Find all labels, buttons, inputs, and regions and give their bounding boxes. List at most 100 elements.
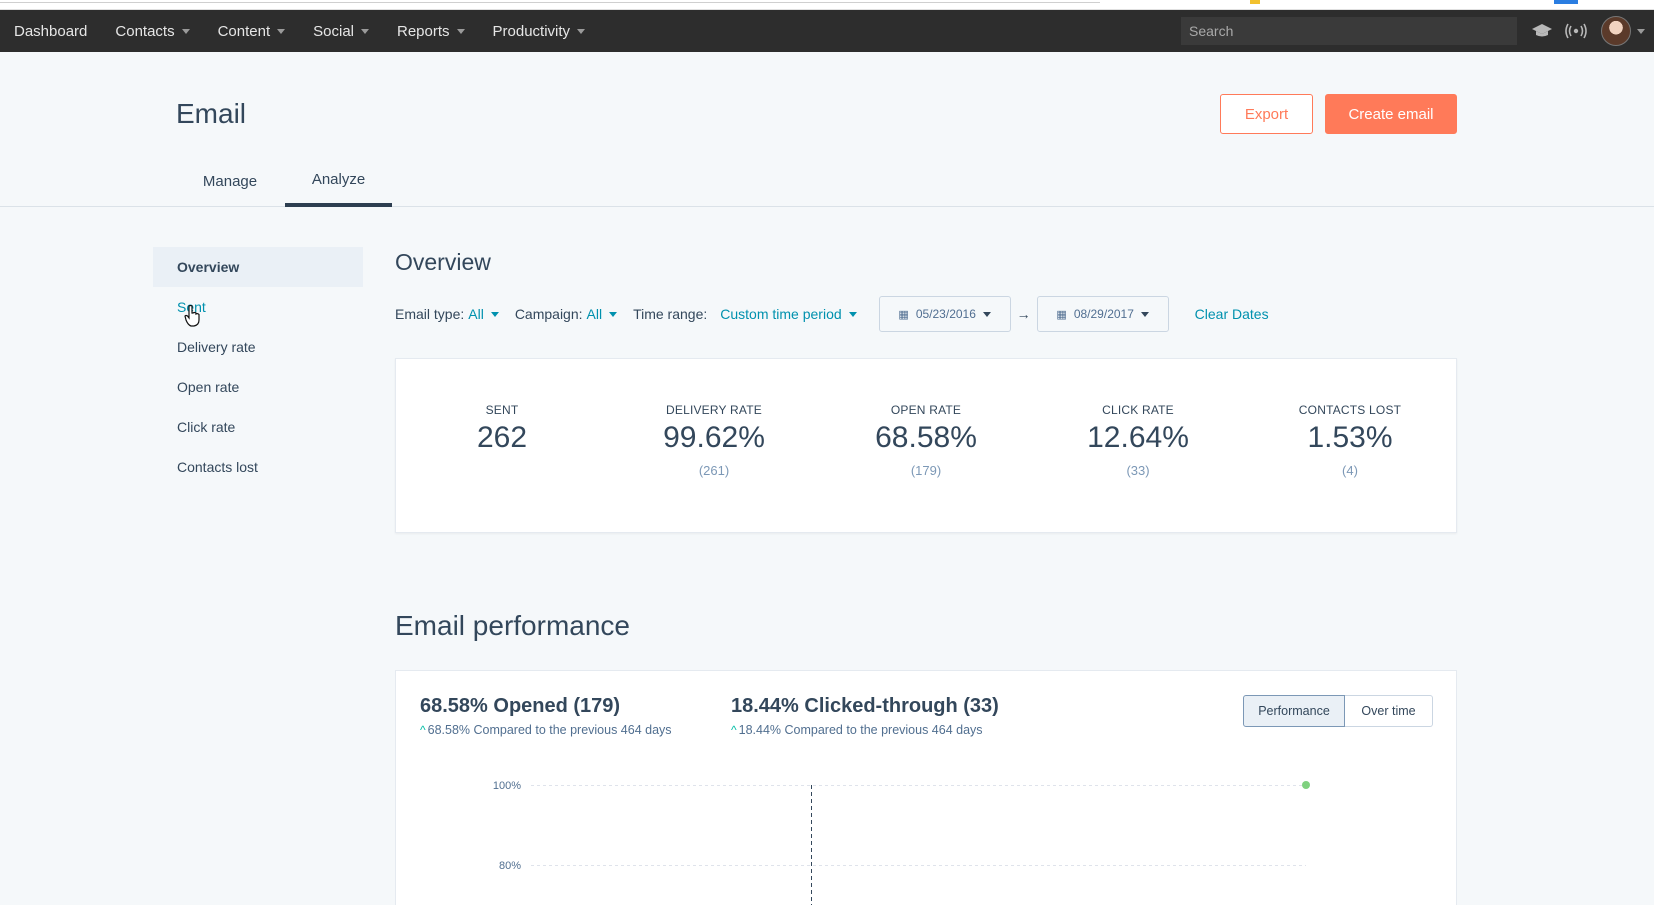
stat-sub: (261) <box>698 463 730 478</box>
email-type-dropdown[interactable]: All <box>468 306 499 322</box>
clear-dates-link[interactable]: Clear Dates <box>1194 306 1269 322</box>
stat-sub: (33) <box>1126 463 1150 478</box>
tab-manage[interactable]: Manage <box>202 173 258 190</box>
email-type-label: Email type: <box>395 306 465 322</box>
filters-bar: Email type: All Campaign: All Time range… <box>395 296 1269 332</box>
nav-content[interactable]: Content <box>204 10 300 52</box>
notifications-icon[interactable] <box>1559 10 1593 52</box>
export-button[interactable]: Export <box>1220 94 1313 134</box>
overview-title: Overview <box>395 249 491 275</box>
campaign-label: Campaign: <box>514 306 583 322</box>
nav-label: Productivity <box>492 22 571 40</box>
page-header: Email Export Create email Manage Analyze <box>0 52 1654 207</box>
create-email-button[interactable]: Create email <box>1325 94 1457 134</box>
trend-up-icon: ^ <box>731 723 737 737</box>
stat-label: DELIVERY RATE <box>666 403 762 417</box>
stat-value: 68.58% <box>875 421 977 454</box>
chevron-down-icon <box>982 311 991 317</box>
chevron-down-icon <box>277 29 286 34</box>
search-input[interactable] <box>1181 17 1517 45</box>
chevron-down-icon <box>609 311 618 317</box>
nav-social[interactable]: Social <box>299 10 383 52</box>
chevron-down-icon <box>1140 311 1149 317</box>
performance-chart: 100% 80% <box>493 780 1310 905</box>
overview-stats-card: SENT 262 DELIVERY RATE 99.62% (261) OPEN… <box>395 358 1457 533</box>
opened-metric: 68.58% Opened (179) ^ 68.58% Compared to … <box>420 695 672 737</box>
stat-value: 262 <box>476 421 528 454</box>
chevron-down-icon <box>848 311 857 317</box>
email-performance-title: Email performance <box>395 610 630 641</box>
stat-value: 1.53% <box>1307 421 1393 454</box>
sidebar-item-overview[interactable]: Overview <box>153 247 363 287</box>
nav-contacts[interactable]: Contacts <box>101 10 203 52</box>
stat-label: SENT <box>485 403 519 417</box>
nav-label: Contacts <box>115 22 175 40</box>
chevron-down-icon <box>577 29 586 34</box>
nav-dashboard[interactable]: Dashboard <box>0 10 101 52</box>
over-time-toggle-button[interactable]: Over time <box>1345 695 1433 727</box>
y-tick-label: 100% <box>493 780 521 792</box>
nav-icons <box>1525 10 1645 52</box>
extension-icon <box>1554 0 1578 4</box>
chevron-down-icon <box>456 29 465 34</box>
stat-value: 12.64% <box>1087 421 1189 454</box>
nav-label: Social <box>313 22 354 40</box>
time-range-dropdown[interactable]: Custom time period <box>720 306 857 322</box>
email-type-value: All <box>468 306 484 322</box>
analyze-sidebar: Overview Sent Delivery rate Open rate Cl… <box>153 247 363 487</box>
sidebar-item-open-rate[interactable]: Open rate <box>177 379 240 395</box>
sidebar-item-delivery-rate[interactable]: Delivery rate <box>177 339 256 355</box>
calendar-icon: ▦ <box>898 308 909 321</box>
chevron-down-icon <box>361 29 369 34</box>
start-date-value: 05/23/2016 <box>915 307 976 321</box>
stat-label: CLICK RATE <box>1102 403 1174 417</box>
data-point[interactable] <box>1302 781 1310 789</box>
nav-label: Reports <box>397 22 450 40</box>
performance-card: 68.58% Opened (179) ^ 68.58% Compared to … <box>395 670 1457 905</box>
stat-value: 99.62% <box>663 421 765 454</box>
stat-sent: SENT 262 <box>396 359 608 532</box>
trend-up-icon: ^ <box>420 723 426 737</box>
sidebar-item-contacts-lost[interactable]: Contacts lost <box>177 459 258 475</box>
chevron-down-icon <box>490 311 499 317</box>
metric-sub: ^ 18.44% Compared to the previous 464 day… <box>731 723 999 737</box>
browser-address-bar <box>0 0 1100 3</box>
y-tick-label: 80% <box>499 860 521 872</box>
campaign-value: All <box>586 306 603 322</box>
stat-label: OPEN RATE <box>890 403 962 417</box>
page-title: Email <box>176 98 247 129</box>
stat-click-rate: CLICK RATE 12.64% (33) <box>1032 359 1244 532</box>
avatar[interactable] <box>1601 16 1631 46</box>
view-toggle: Performance Over time <box>1243 695 1433 727</box>
sidebar-item-click-rate[interactable]: Click rate <box>177 419 236 435</box>
arrow-right-icon: → <box>1016 306 1031 322</box>
calendar-icon: ▦ <box>1056 308 1067 321</box>
extension-icon <box>1250 0 1260 4</box>
stat-delivery-rate: DELIVERY RATE 99.62% (261) <box>608 359 820 532</box>
nav-reports[interactable]: Reports <box>383 10 479 52</box>
academy-icon[interactable] <box>1525 10 1559 52</box>
nav-productivity[interactable]: Productivity <box>479 10 600 52</box>
stat-open-rate: OPEN RATE 68.58% (179) <box>820 359 1032 532</box>
stat-label: CONTACTS LOST <box>1298 403 1402 417</box>
time-range-value: Custom time period <box>720 306 842 322</box>
tab-analyze[interactable]: Analyze <box>285 156 392 207</box>
chevron-down-icon[interactable] <box>1637 28 1645 34</box>
metric-main: 18.44% Clicked-through (33) <box>731 695 999 717</box>
campaign-dropdown[interactable]: All <box>587 306 618 322</box>
stat-sub: (4) <box>1342 463 1358 478</box>
metric-sub: ^ 68.58% Compared to the previous 464 day… <box>420 723 672 737</box>
chevron-down-icon <box>181 29 190 34</box>
performance-toggle-button[interactable]: Performance <box>1243 695 1345 727</box>
start-date-picker[interactable]: ▦ 05/23/2016 <box>878 296 1011 332</box>
top-nav: Dashboard Contacts Content Social Report… <box>0 10 1654 52</box>
stat-contacts-lost: CONTACTS LOST 1.53% (4) <box>1244 359 1456 532</box>
metric-comparison: 68.58% Compared to the previous 464 days <box>427 723 672 737</box>
nav-label: Content <box>217 22 271 40</box>
metric-main: 68.58% Opened (179) <box>420 695 621 717</box>
end-date-picker[interactable]: ▦ 08/29/2017 <box>1036 296 1169 332</box>
nav-label: Dashboard <box>14 22 88 40</box>
clicked-metric: 18.44% Clicked-through (33) ^ 18.44% Comp… <box>731 695 999 737</box>
hand-cursor-icon <box>184 305 200 327</box>
browser-strip <box>0 0 1654 10</box>
